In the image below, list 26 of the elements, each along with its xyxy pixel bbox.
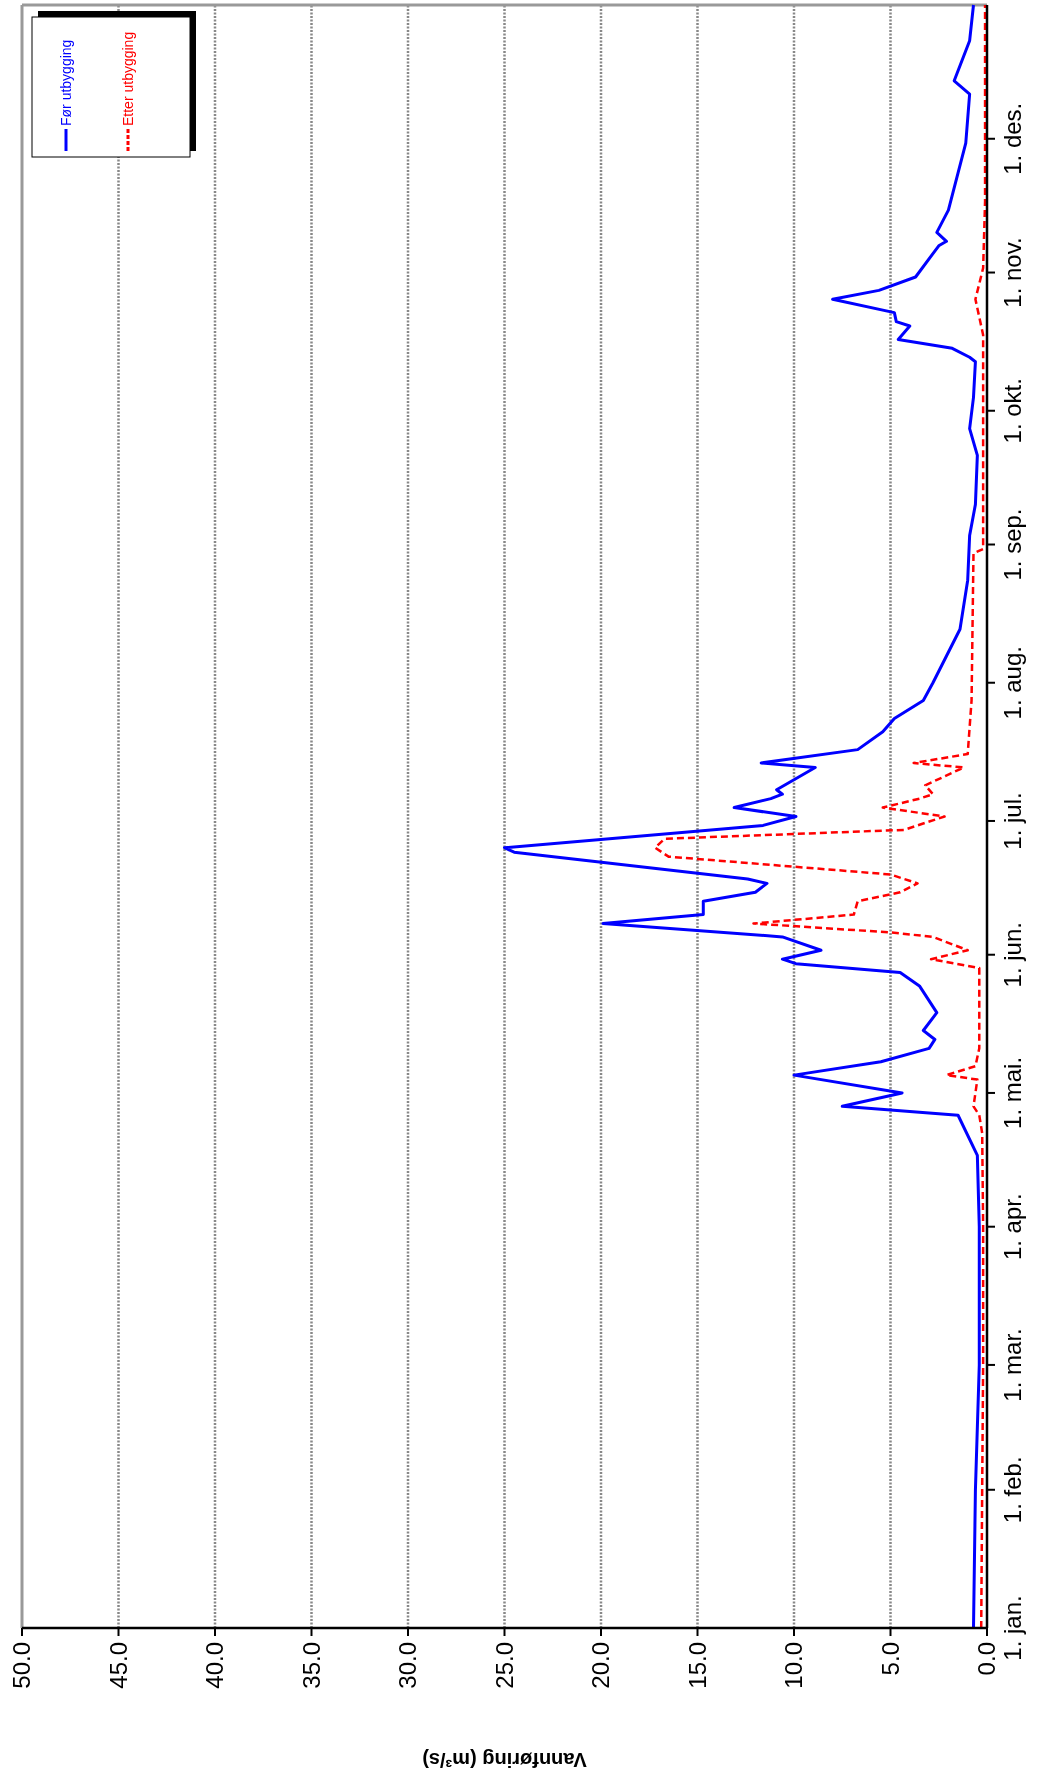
y-tick-label: 1. apr.: [999, 1193, 1026, 1261]
x-tick-label: 50.0: [8, 1642, 36, 1689]
x-tick-label: 25.0: [490, 1642, 518, 1689]
x-tick-label: 45.0: [104, 1642, 132, 1689]
y-tick-label: 1. mar.: [999, 1328, 1026, 1402]
x-tick-label: 15.0: [683, 1642, 711, 1689]
y-tick-label: 1. nov.: [999, 237, 1026, 308]
y-tick-label: 1. jul.: [999, 792, 1026, 850]
x-tick-label: 30.0: [394, 1642, 422, 1689]
y-tick-label: 1. jun.: [999, 922, 1026, 988]
y-tick-label: 1. okt.: [999, 378, 1026, 444]
x-tick-label: 5.0: [876, 1642, 904, 1676]
y-tick-label: 1. feb.: [999, 1456, 1026, 1524]
y-tick-label: 1. mai.: [999, 1056, 1026, 1129]
text: Før utbygging: [57, 39, 74, 126]
y-tick-label: 1. sep.: [999, 508, 1026, 581]
y-tick-label: 1. aug.: [999, 646, 1026, 720]
x-tick-label: 0.0: [973, 1642, 1001, 1676]
x-tick-label: 10.0: [780, 1642, 808, 1689]
x-tick-label: 20.0: [587, 1642, 615, 1689]
text: Etter utbygging: [119, 31, 136, 126]
x-tick-label: 35.0: [297, 1642, 325, 1689]
x-tick-label: 40.0: [201, 1642, 229, 1689]
y-tick-label: 1. des.: [999, 102, 1026, 175]
x-axis-title: Vannføring (m³/s): [422, 1749, 587, 1771]
y-tick-label: 1. jan.: [999, 1595, 1026, 1661]
